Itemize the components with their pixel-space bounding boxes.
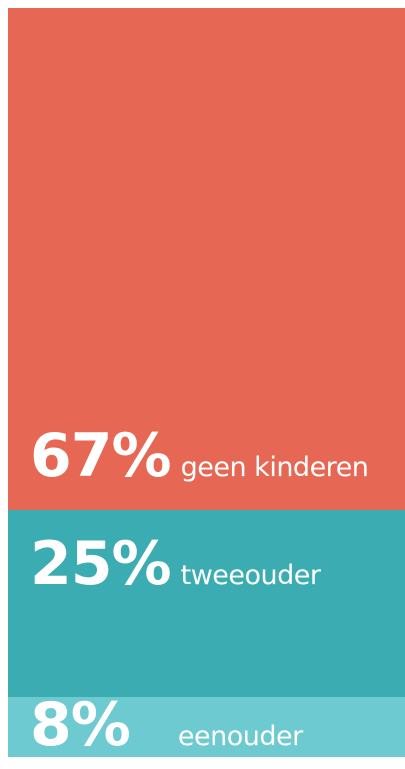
segment-label: 67% geen kinderen (30, 421, 369, 491)
bar-segment-1: 67% geen kinderen (8, 8, 405, 510)
segment-label: 8% eenouder (30, 695, 303, 755)
category-label: tweeouder (180, 560, 321, 591)
value-label: 8% (30, 690, 131, 760)
bar-segment-2: 25% tweeouder (8, 510, 405, 697)
segment-label: 25% tweeouder (30, 534, 321, 594)
category-label: geen kinderen (180, 452, 369, 483)
stacked-bar-chart: 67% geen kinderen 25% tweeouder 8% eenouder (8, 8, 405, 757)
category-label: eenouder (177, 721, 303, 752)
value-label: 25% (30, 529, 172, 599)
bar-segment-3: 8% eenouder (8, 695, 405, 757)
value-label: 67% (30, 421, 172, 491)
